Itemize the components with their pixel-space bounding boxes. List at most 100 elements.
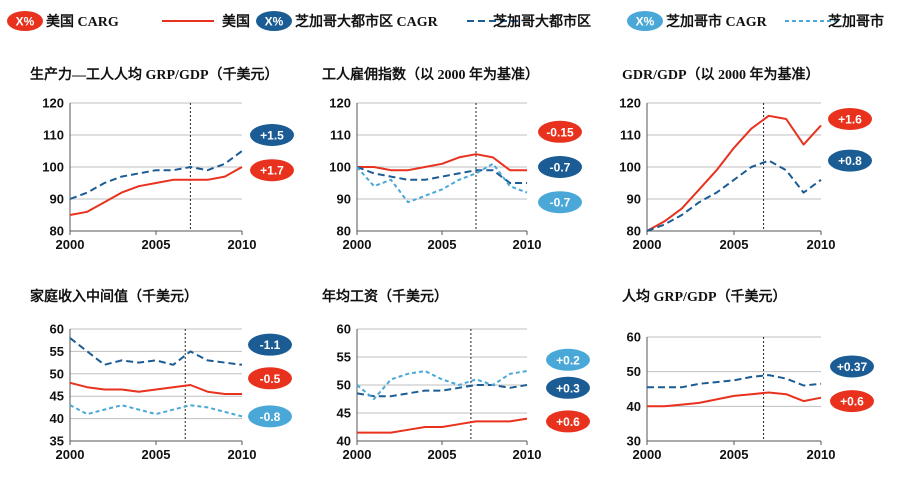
legend-label-us-line: 美国 xyxy=(222,13,250,30)
y-tick-label: 30 xyxy=(627,434,641,449)
cagr-badge-label: +0.6 xyxy=(556,415,580,429)
y-tick-label: 55 xyxy=(50,344,64,359)
x-tick-label: 2005 xyxy=(720,237,749,252)
cagr-badge-city xyxy=(546,348,590,371)
x-tick-label: 2010 xyxy=(807,447,836,462)
cagr-badge-label: +0.6 xyxy=(840,395,864,409)
series-line-us xyxy=(647,391,822,408)
y-tick-label: 90 xyxy=(627,192,641,207)
panel-title: GDR/GDP（以 2000 年为基准） xyxy=(622,66,820,83)
series-line-metro xyxy=(356,166,527,184)
cagr-badge-label: +0.2 xyxy=(556,353,580,367)
x-tick-label: 2010 xyxy=(513,237,542,252)
cagr-badge-label: -1.1 xyxy=(260,338,281,352)
series-line-metro xyxy=(69,150,243,200)
panel-title: 年均工资（千美元） xyxy=(322,288,448,305)
y-tick-label: 110 xyxy=(330,128,351,143)
series-line-metro xyxy=(356,384,528,398)
cagr-badge-label: -0.7 xyxy=(550,161,571,175)
x-tick-label: 2010 xyxy=(228,447,257,462)
x-tick-label: 2000 xyxy=(633,237,662,252)
y-tick-label: 60 xyxy=(50,322,64,337)
y-tick-label: 80 xyxy=(50,224,64,239)
x-tick-label: 2005 xyxy=(428,237,457,252)
series-line-us xyxy=(357,153,527,172)
legend-label-us-badge: 美国 CARG xyxy=(46,13,119,30)
series-line-metro xyxy=(69,337,243,366)
cagr-badge-metro xyxy=(546,376,590,399)
y-tick-label: 120 xyxy=(42,96,64,111)
cagr-badge-us xyxy=(828,108,872,130)
series-line-city xyxy=(356,162,528,204)
legend-badge-label: X% xyxy=(265,15,284,29)
panel-title: 生产力—工人人均 GRP/GDP（千美元） xyxy=(30,66,279,83)
y-tick-label: 50 xyxy=(337,378,351,393)
series-line-city xyxy=(69,404,243,418)
cagr-badge-label: +0.8 xyxy=(838,154,862,168)
y-tick-label: 60 xyxy=(627,330,641,345)
legend: X% 美国 CARG 美国 X% 芝加哥大都市区 CAGR 芝加哥大都市区 X% 芝加哥市 C… xyxy=(7,11,884,31)
y-tick-label: 40 xyxy=(627,399,641,414)
y-tick-label: 45 xyxy=(337,406,351,421)
panel-title: 工人雇佣指数（以 2000 年为基准） xyxy=(322,66,539,83)
y-tick-label: 100 xyxy=(619,160,641,175)
legend-label-city-badge: 芝加哥市 CAGR xyxy=(666,13,768,30)
series-line-metro xyxy=(647,374,822,389)
series-line-metro xyxy=(646,159,822,232)
y-tick-label: 60 xyxy=(337,322,351,337)
legend-label-city-line: 芝加哥市 xyxy=(828,13,884,30)
cagr-badge-label: -0.15 xyxy=(546,125,574,139)
panel-6: 人均 GRP/GDP（千美元） 30 40 50 60 2000 2005 2010 +0.37… xyxy=(622,288,874,462)
y-tick-label: 90 xyxy=(50,192,64,207)
x-tick-label: 2010 xyxy=(513,447,542,462)
series-line-us xyxy=(646,114,822,232)
cagr-badge-metro xyxy=(830,355,874,378)
x-tick-label: 2010 xyxy=(807,237,836,252)
cagr-badge-city xyxy=(248,405,292,428)
legend-badge-us xyxy=(7,11,43,31)
x-tick-label: 2005 xyxy=(428,447,457,462)
y-tick-label: 110 xyxy=(620,128,641,143)
x-tick-label: 2000 xyxy=(343,237,372,252)
cagr-badge-us xyxy=(546,410,590,433)
y-tick-label: 90 xyxy=(337,192,351,207)
legend-badge-metro xyxy=(256,11,292,31)
cagr-badge-label: +1.5 xyxy=(260,129,284,143)
y-tick-label: 80 xyxy=(337,224,351,239)
y-tick-label: 100 xyxy=(42,160,64,175)
y-tick-label: 80 xyxy=(627,224,641,239)
cagr-badge-label: -0.5 xyxy=(260,372,281,386)
x-tick-label: 2005 xyxy=(142,447,171,462)
series-line-us xyxy=(69,381,242,395)
y-tick-label: 40 xyxy=(50,411,64,426)
x-tick-label: 2000 xyxy=(633,447,662,462)
x-tick-label: 2000 xyxy=(56,237,85,252)
cagr-badge-label: +0.3 xyxy=(556,381,580,395)
x-tick-label: 2005 xyxy=(142,237,171,252)
panel-1: 生产力—工人人均 GRP/GDP（千美元） 80 90 100 110 120 2000 20… xyxy=(30,66,294,252)
panel-4: 家庭收入中间值（千美元） 35 40 45 50 55 60 2000 2005 2010 -1.1… xyxy=(30,288,292,462)
y-tick-label: 35 xyxy=(50,434,64,449)
cagr-badge-metro xyxy=(250,124,294,146)
cagr-badge-us xyxy=(250,159,294,182)
cagr-badge-us xyxy=(248,367,292,390)
y-tick-label: 45 xyxy=(50,389,64,404)
panel-title: 人均 GRP/GDP（千美元） xyxy=(622,288,787,305)
y-tick-label: 40 xyxy=(337,434,351,449)
y-tick-label: 55 xyxy=(337,350,351,365)
cagr-badge-metro xyxy=(538,156,582,178)
y-tick-label: 50 xyxy=(50,366,64,381)
y-tick-label: 110 xyxy=(43,128,64,143)
series-line-us xyxy=(69,166,243,216)
panel-2: 工人雇佣指数（以 2000 年为基准） 80 90 100 110 120 2000 2005… xyxy=(322,66,582,252)
cagr-badge-label: -0.7 xyxy=(550,196,571,210)
series-line-city xyxy=(356,370,528,400)
x-tick-label: 2005 xyxy=(720,447,749,462)
y-tick-label: 100 xyxy=(329,160,351,175)
cagr-badge-label: +0.37 xyxy=(837,360,868,374)
legend-badge-label: X% xyxy=(636,15,655,29)
y-tick-label: 50 xyxy=(627,364,641,379)
x-tick-label: 2000 xyxy=(56,447,85,462)
